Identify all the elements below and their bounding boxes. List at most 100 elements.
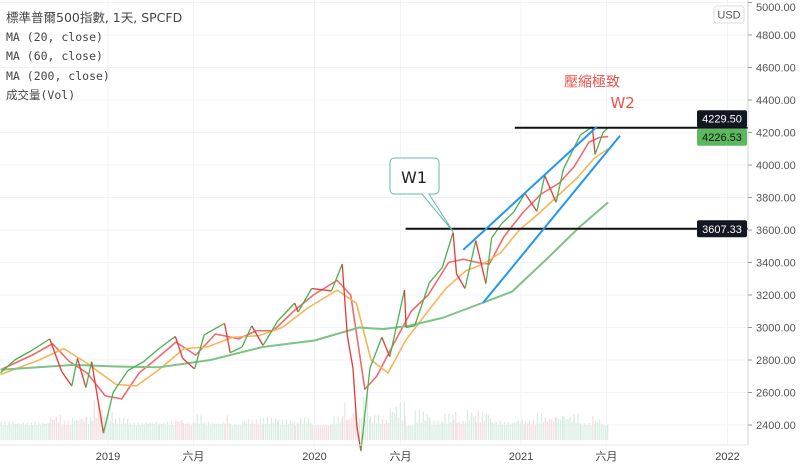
volume-bar [127,424,130,440]
volume-bar [377,414,380,440]
volume-bar [141,423,144,440]
volume-bar [349,419,351,440]
x-tick-label: 六月 [389,450,411,463]
volume-bar [20,424,22,440]
legend-symbol-title[interactable]: 標準普爾500指數, 1天, SPCFD [6,10,183,25]
volume-bar [439,424,441,440]
volume-bars [0,395,609,440]
volume-bar [393,413,395,440]
volume-bar [246,422,248,440]
price-segment [297,288,313,313]
volume-bar [220,424,222,440]
volume-bar [339,423,341,440]
volume-bar [429,420,431,440]
callout-box[interactable] [389,157,454,232]
volume-bar [236,425,238,440]
legend-ma200[interactable]: MA (200, close) [6,68,110,83]
annotation-label[interactable]: W2 [610,94,634,112]
volume-bar [44,423,46,440]
volume-bar [133,422,136,440]
volume-bar [26,422,28,440]
volume-bar [308,418,310,440]
price-segment [403,290,407,328]
volume-bar [524,421,527,440]
volume-bar [442,423,444,440]
volume-bar [354,410,357,440]
volume-bar [2,424,4,440]
currency-badge[interactable]: USD [713,5,745,24]
volume-bar [501,425,503,440]
channel-trendline[interactable] [482,135,621,304]
price-segment [294,302,299,313]
volume-bar [479,422,481,440]
price-tag-bg [697,110,747,128]
y-tick-label: 2800.00 [756,355,796,367]
price-segment [229,346,243,354]
volume-bar [177,421,179,440]
volume-bar [135,425,138,440]
time-axis[interactable]: 2019 六月 2020 六月 2021 六月 2022 [96,450,740,463]
volume-bar [455,412,457,440]
price-segment [455,273,466,289]
volume-bar [582,424,584,440]
volume-bar [491,422,493,440]
volume-bar [603,424,605,440]
volume-bar [556,417,558,440]
volume-bar [143,424,145,440]
volume-bar [285,419,287,440]
volume-bar [453,420,455,440]
price-segment [562,134,581,170]
volume-bar [164,424,167,440]
volume-bar [590,425,592,440]
volume-bar [287,424,289,440]
volume-bar [48,423,50,440]
volume-bar [511,423,513,440]
y-tick-label: 4800.00 [756,30,796,42]
legend-ma20[interactable]: MA (20, close) [6,29,103,44]
volume-bar [310,422,312,440]
volume-bar [18,423,20,440]
legend-ma60[interactable]: MA (60, close) [6,49,103,63]
volume-bar [153,423,155,440]
volume-bar [115,418,117,440]
volume-bar [36,425,38,440]
y-tick-label: 3800.00 [756,193,796,205]
price-segment [428,266,443,284]
volume-bar [198,423,200,440]
volume-bar [485,414,488,440]
volume-bar [4,421,6,440]
volume-bar [179,421,181,440]
volume-bar [298,423,300,440]
volume-bar [368,419,371,440]
volume-bar [81,418,83,440]
volume-bar [105,418,107,440]
volume-bar [69,424,71,440]
volume-bar [230,423,232,440]
callout-label-w1[interactable]: W1 [401,168,427,187]
volume-bar [296,422,298,440]
drawings[interactable]: W1 壓縮極致 W2 [389,75,748,304]
volume-bar [248,419,250,440]
volume-bar [404,415,406,440]
legend-volume[interactable]: 成交量(Vol) [6,88,76,102]
volume-bar [269,424,271,440]
volume-bar [49,417,51,440]
price-axis[interactable]: 2400.00 2600.00 2800.00 3000.00 3200.00 3400.… [748,2,796,432]
price-segment [49,338,63,372]
volume-bar [351,417,353,440]
volume-bar [441,421,443,440]
channel-trendline[interactable] [462,126,598,251]
price-segment [594,132,604,155]
annotation-label[interactable]: 壓縮極致 [564,75,620,91]
volume-bar [259,418,261,440]
volume-bar [554,417,556,440]
volume-bar [594,423,596,440]
volume-bar [190,424,192,440]
volume-bar [420,422,422,440]
volume-bar [391,411,393,440]
volume-bar [289,420,291,440]
volume-bar [261,424,263,440]
volume-bar [32,425,34,440]
volume-bar [222,422,224,440]
